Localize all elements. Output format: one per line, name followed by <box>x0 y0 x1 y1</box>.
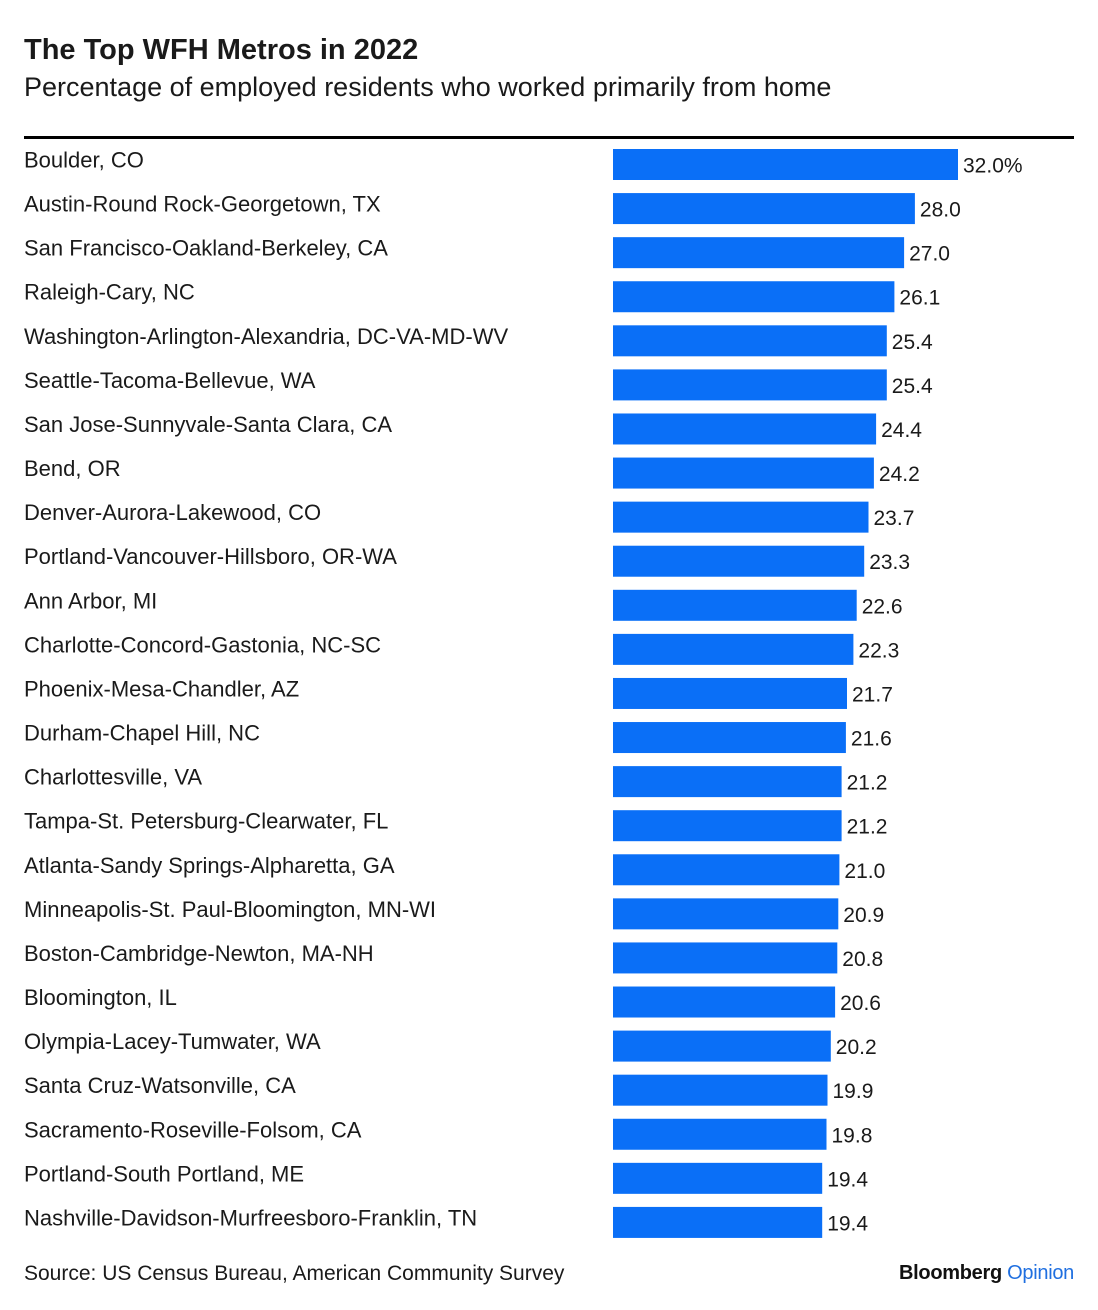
value-label: 19.4 <box>827 1212 868 1235</box>
bar <box>613 1074 828 1106</box>
brand-logo: Bloomberg Opinion <box>899 1262 1074 1285</box>
category-label: Bloomington, IL <box>24 985 177 1010</box>
value-label: 25.4 <box>892 375 933 398</box>
value-label: 20.9 <box>843 904 884 927</box>
bar <box>613 369 887 401</box>
category-label: Nashville-Davidson-Murfreesboro-Franklin… <box>24 1205 477 1230</box>
bar <box>613 149 958 180</box>
chart-subtitle: Percentage of employed residents who wor… <box>24 72 832 102</box>
category-label: Charlotte-Concord-Gastonia, NC-SC <box>24 632 381 657</box>
bar <box>613 545 865 577</box>
category-label: Tampa-St. Petersburg-Clearwater, FL <box>24 809 388 834</box>
value-label: 19.8 <box>832 1124 873 1147</box>
category-label: Portland-South Portland, ME <box>24 1161 304 1186</box>
bar <box>613 810 842 842</box>
bar <box>613 633 854 665</box>
category-label: Sacramento-Roseville-Folsom, CA <box>24 1117 362 1142</box>
value-label: 21.2 <box>847 772 888 795</box>
bar <box>613 722 846 754</box>
category-label: Ann Arbor, MI <box>24 588 157 613</box>
value-label: 21.2 <box>847 816 888 839</box>
value-label: 26.1 <box>899 287 940 310</box>
value-label: 20.2 <box>836 1036 877 1059</box>
category-label: Minneapolis-St. Paul-Bloomington, MN-WI <box>24 897 436 922</box>
category-label: Atlanta-Sandy Springs-Alpharetta, GA <box>24 853 395 878</box>
bar <box>613 1030 831 1062</box>
value-label: 23.3 <box>869 551 910 574</box>
value-label: 24.2 <box>879 463 920 486</box>
bar <box>613 1162 823 1194</box>
category-label: Portland-Vancouver-Hillsboro, OR-WA <box>24 544 397 569</box>
bar <box>613 325 887 357</box>
category-label: San Jose-Sunnyvale-Santa Clara, CA <box>24 412 392 437</box>
bar <box>613 281 895 313</box>
value-label: 21.7 <box>852 683 893 706</box>
bar <box>613 677 847 709</box>
value-label: 21.0 <box>844 860 885 883</box>
value-label: 22.6 <box>862 595 903 618</box>
category-label: Phoenix-Mesa-Chandler, AZ <box>24 676 299 701</box>
brand-primary: Bloomberg <box>899 1262 1002 1284</box>
bar <box>613 986 836 1018</box>
bar <box>613 501 869 533</box>
value-label: 20.6 <box>840 992 881 1015</box>
value-label: 22.3 <box>858 639 899 662</box>
bar <box>613 1206 823 1238</box>
value-label: 24.4 <box>881 419 922 442</box>
value-label: 27.0 <box>909 243 950 266</box>
category-label: Charlottesville, VA <box>24 765 202 790</box>
category-label: Raleigh-Cary, NC <box>24 280 195 305</box>
bar <box>613 457 874 489</box>
value-label: 20.8 <box>842 948 883 971</box>
bar <box>613 237 905 269</box>
header-rule <box>24 136 1074 139</box>
bar <box>613 193 915 225</box>
category-label: Boston-Cambridge-Newton, MA-NH <box>24 941 374 966</box>
category-label: Santa Cruz-Watsonville, CA <box>24 1073 296 1098</box>
category-label: Austin-Round Rock-Georgetown, TX <box>24 192 381 217</box>
category-label: Olympia-Lacey-Tumwater, WA <box>24 1029 321 1054</box>
bar <box>613 1118 827 1150</box>
bar <box>613 766 842 798</box>
category-label: Denver-Aurora-Lakewood, CO <box>24 500 321 525</box>
bar <box>613 942 838 974</box>
bar <box>613 413 877 445</box>
category-label: Durham-Chapel Hill, NC <box>24 721 260 746</box>
bar <box>613 898 839 930</box>
source-note: Source: US Census Bureau, American Commu… <box>24 1262 565 1285</box>
value-label: 25.4 <box>892 331 933 354</box>
value-label: 21.6 <box>851 728 892 751</box>
category-label: San Francisco-Oakland-Berkeley, CA <box>24 236 388 261</box>
category-label: Seattle-Tacoma-Bellevue, WA <box>24 368 316 393</box>
value-label: 19.4 <box>827 1168 868 1191</box>
brand-secondary: Opinion <box>1007 1262 1074 1284</box>
value-label: 32.0% <box>963 155 1023 178</box>
value-label: 23.7 <box>874 507 915 530</box>
category-label: Bend, OR <box>24 456 121 481</box>
value-label: 19.9 <box>833 1080 874 1103</box>
chart-title: The Top WFH Metros in 2022 <box>24 34 419 66</box>
bar-chart: Boulder, CO 32.0% Austin-Round Rock-George… <box>24 148 1023 1238</box>
bar <box>613 854 840 886</box>
category-label: Washington-Arlington-Alexandria, DC-VA-M… <box>24 324 508 349</box>
bar <box>613 589 857 621</box>
category-label: Boulder, CO <box>24 148 144 173</box>
value-label: 28.0 <box>920 199 961 222</box>
